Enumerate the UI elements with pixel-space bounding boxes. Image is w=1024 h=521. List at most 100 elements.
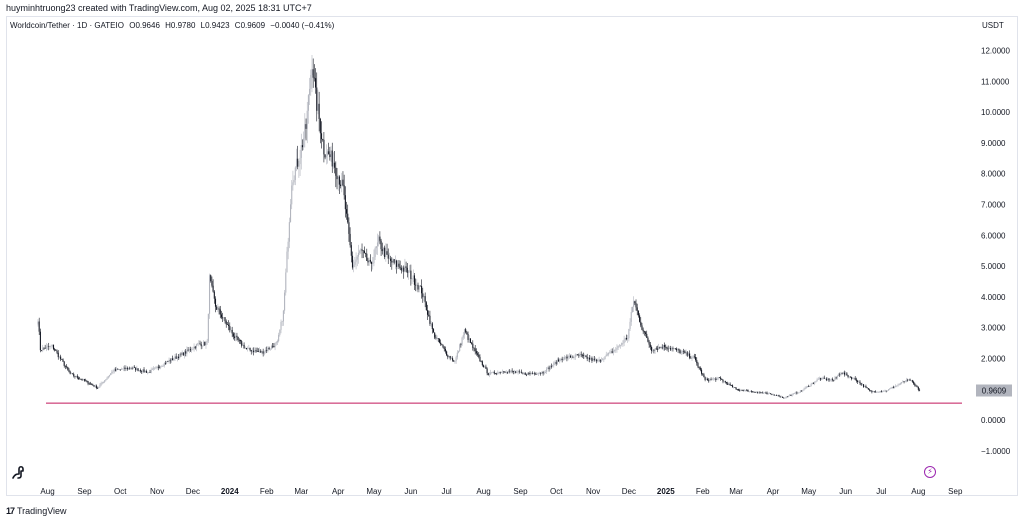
candle-body xyxy=(487,373,489,376)
candle-body xyxy=(572,356,574,358)
candle-body xyxy=(858,381,860,383)
candle-body xyxy=(50,345,52,347)
candle-body xyxy=(474,348,476,352)
candle-body xyxy=(284,292,286,311)
candle-body xyxy=(510,370,512,372)
candle-body xyxy=(608,352,610,355)
currency-label[interactable]: USDT xyxy=(982,21,1004,30)
candle-body xyxy=(234,336,236,338)
candle-body xyxy=(686,352,688,356)
candle-body xyxy=(447,355,449,358)
candle-body xyxy=(710,378,712,380)
candle-body xyxy=(437,338,439,339)
candle-body xyxy=(133,367,136,369)
candle-body xyxy=(700,369,703,374)
candle-body xyxy=(648,341,650,345)
candle-body xyxy=(436,338,438,339)
candle-body xyxy=(598,359,600,361)
x-tick-label: Jul xyxy=(876,487,886,496)
candle-body xyxy=(299,157,301,165)
candle-body xyxy=(594,359,597,361)
candle-body xyxy=(178,356,180,358)
candle-body xyxy=(664,344,666,348)
candle-body xyxy=(338,176,340,185)
candle-body xyxy=(331,150,333,167)
candle-body xyxy=(162,365,164,367)
tradingview-dino-icon[interactable] xyxy=(10,462,28,485)
candle-body xyxy=(463,329,466,336)
candle-body xyxy=(770,393,772,395)
candle-body xyxy=(155,367,157,368)
candle-body xyxy=(851,377,853,379)
candle-body xyxy=(530,373,532,374)
candle-body xyxy=(41,350,43,351)
candle-body xyxy=(861,384,863,385)
candle-body xyxy=(666,347,668,349)
candle-body xyxy=(787,395,790,397)
candle-body xyxy=(780,396,782,398)
candle-body xyxy=(737,389,740,391)
candle-body xyxy=(817,378,819,380)
candle-body xyxy=(742,390,744,392)
candle-body xyxy=(628,328,630,339)
candle-body xyxy=(624,338,626,340)
candle-body xyxy=(58,356,60,358)
candle-body xyxy=(440,342,442,345)
candle-body xyxy=(627,338,629,340)
lightning-icon[interactable]: ⚡ xyxy=(924,466,936,478)
candle-body xyxy=(468,338,470,340)
candle-body xyxy=(771,394,773,395)
symbol-title[interactable]: Worldcoin/Tether · 1D · GATEIO xyxy=(10,21,124,30)
x-tick-label: Nov xyxy=(586,487,600,496)
candle-body xyxy=(681,351,684,352)
candle-body xyxy=(590,357,592,360)
candle-body xyxy=(859,381,861,384)
candle-body xyxy=(382,247,385,252)
candle-body xyxy=(680,351,682,354)
candle-body xyxy=(672,348,674,349)
candle-body xyxy=(51,344,53,346)
candle-body xyxy=(543,372,545,374)
candle-body xyxy=(151,369,153,370)
candle-body xyxy=(581,354,583,356)
candle-body xyxy=(670,348,672,350)
candle-body xyxy=(499,371,501,373)
candle-body xyxy=(154,367,156,369)
candle-body xyxy=(667,348,669,350)
candle-body xyxy=(678,349,680,351)
candle-body xyxy=(728,383,730,385)
candle-body xyxy=(193,346,195,349)
candle-body xyxy=(287,241,289,252)
candle-body xyxy=(673,348,675,349)
candle-body xyxy=(384,247,386,257)
candle-body xyxy=(138,370,140,371)
candle-body xyxy=(456,352,458,358)
candle-body xyxy=(837,374,840,377)
candle-body xyxy=(820,378,822,380)
candle-body xyxy=(832,379,834,381)
candle-body xyxy=(375,246,377,249)
candle-body xyxy=(528,373,530,374)
chart-pane[interactable] xyxy=(6,16,1018,496)
candle-body xyxy=(365,253,367,254)
candle-body xyxy=(553,362,555,366)
x-tick-label: Aug xyxy=(911,487,925,496)
candle-body xyxy=(335,167,337,176)
candle-body xyxy=(565,356,567,358)
x-tick-label: Aug xyxy=(476,487,490,496)
candle-body xyxy=(641,325,643,330)
candle-body xyxy=(455,357,457,362)
candle-body xyxy=(752,391,754,393)
x-tick-label: May xyxy=(366,487,381,496)
candle-body xyxy=(174,356,176,359)
x-tick-label: Feb xyxy=(696,487,710,496)
candle-body xyxy=(511,370,513,372)
candle-body xyxy=(537,373,539,375)
candle-body xyxy=(79,378,81,380)
candle-body xyxy=(61,359,63,360)
candle-body xyxy=(759,392,761,393)
candle-body xyxy=(814,382,816,384)
ohlc-open: O0.9646 xyxy=(129,21,160,30)
y-tick-label: 6.0000 xyxy=(981,231,1006,240)
